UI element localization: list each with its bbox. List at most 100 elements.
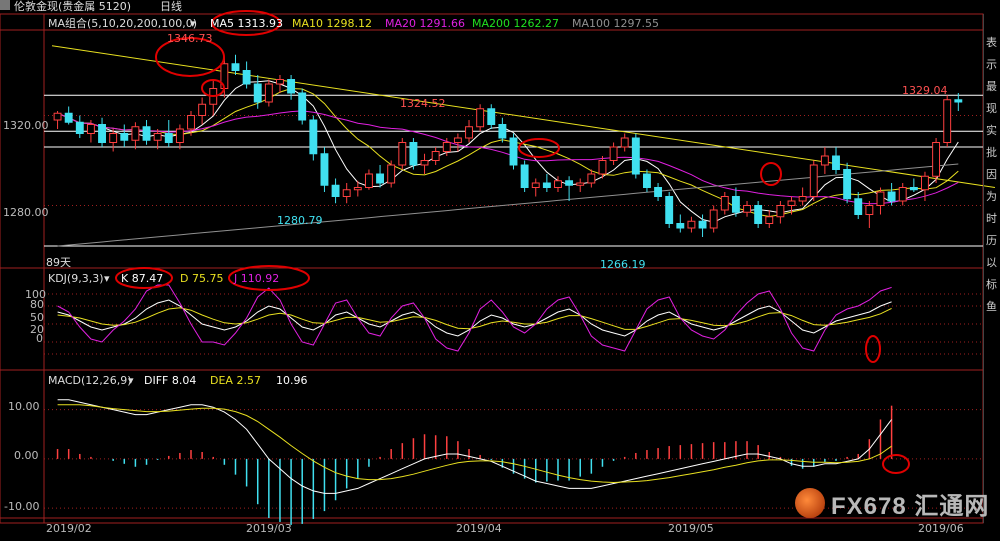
ma200-value: 1262.27 xyxy=(513,17,560,30)
macd-diff-line xyxy=(57,399,892,494)
candle-body xyxy=(309,119,318,155)
candle-body xyxy=(698,220,707,229)
side-panel-char: 实 xyxy=(986,124,997,137)
side-panel-char: 以 xyxy=(986,256,997,269)
candle-body xyxy=(687,220,696,229)
ma5-line xyxy=(57,80,959,223)
ma10-legend: MA10 1298.12 xyxy=(292,17,372,30)
candle-body xyxy=(954,99,963,103)
ma100-value: 1297.55 xyxy=(613,17,660,30)
candle-body xyxy=(565,180,574,186)
period-label[interactable]: 日线 xyxy=(160,0,182,13)
candle-body xyxy=(509,137,518,166)
macd-diff-legend: DIFF 8.04 xyxy=(144,374,196,387)
menu-icon[interactable] xyxy=(0,0,10,10)
macd-dea-name: DEA xyxy=(210,374,233,387)
ma-legend-label[interactable]: MA组合(5,10,20,200,100,0) xyxy=(48,17,198,30)
kdj-k-value: 87.47 xyxy=(131,272,164,285)
candle-body xyxy=(164,133,173,143)
candle-body xyxy=(198,103,207,116)
annotation-circle xyxy=(228,265,310,291)
kdj-j-line xyxy=(57,284,892,352)
candle-body xyxy=(798,196,807,202)
candle-body xyxy=(353,187,362,191)
candle-body xyxy=(665,196,674,224)
candle-body xyxy=(431,151,440,161)
candle-body xyxy=(253,83,262,103)
candle-body xyxy=(453,137,462,143)
kdj-d-line xyxy=(57,307,892,330)
candle-body xyxy=(53,112,62,121)
candle-body xyxy=(609,146,618,161)
candle-body xyxy=(342,189,351,197)
candle-body xyxy=(932,142,941,177)
candle-body xyxy=(531,182,540,188)
chevron-down-icon[interactable]: ▾ xyxy=(128,374,134,387)
kdj-k-legend: K 87.47 xyxy=(121,272,163,285)
candle-body xyxy=(465,126,473,139)
candle-body xyxy=(98,124,106,143)
header-bar: 伦敦金现(贵金属 5120) 日线 xyxy=(0,0,1000,14)
candle-body xyxy=(854,198,863,215)
price-tick-1320: 1320.00 xyxy=(3,119,49,132)
price-label-march-low: 1280.79 xyxy=(277,214,323,227)
annotation-circle xyxy=(211,10,281,36)
date-tick-feb: 2019/02 xyxy=(46,522,92,535)
kdj-legend-label[interactable]: KDJ(9,3,3) xyxy=(48,272,104,285)
candle-body xyxy=(498,124,507,139)
side-panel-char: 鱼 xyxy=(986,300,997,313)
macd-diff-value: 8.04 xyxy=(171,374,197,387)
candle-body xyxy=(921,175,929,191)
side-panel-char: 批 xyxy=(986,146,997,159)
date-tick-apr: 2019/04 xyxy=(456,522,502,535)
kdj-d-legend: D 75.75 xyxy=(180,272,223,285)
candle-body xyxy=(809,164,818,197)
candle-body xyxy=(709,209,718,229)
watermark-text: FX678 汇通网 xyxy=(831,492,990,520)
ma10-line xyxy=(57,87,959,218)
side-panel-char: 表 xyxy=(986,36,997,49)
candle-body xyxy=(242,70,251,85)
annotation-circle xyxy=(865,335,881,363)
candle-body xyxy=(420,160,429,166)
price-label-june-high: 1329.04 xyxy=(902,84,948,97)
candle-body xyxy=(865,205,874,215)
candle-body xyxy=(298,92,307,121)
macd-legend-label[interactable]: MACD(12,26,9) xyxy=(48,374,132,387)
ma10-value: 1298.12 xyxy=(326,17,373,30)
kdj-k-line xyxy=(57,299,892,337)
ma100-line xyxy=(57,163,959,247)
candle-body xyxy=(654,187,663,197)
candle-body xyxy=(231,63,240,71)
chevron-down-icon[interactable]: ▾ xyxy=(190,17,196,30)
candle-body xyxy=(554,180,562,188)
ma20-name: MA20 xyxy=(385,17,417,30)
ma5-legend: MA5 1313.93 xyxy=(210,17,283,30)
candle-body xyxy=(598,160,607,175)
date-tick-jun: 2019/06 xyxy=(918,522,964,535)
candle-body xyxy=(264,83,273,103)
candle-body xyxy=(731,196,740,213)
chevron-down-icon[interactable]: ▾ xyxy=(104,272,110,285)
watermark-logo: FX678 汇通网 xyxy=(795,483,989,523)
macd-tick-0: 0.00 xyxy=(14,449,39,462)
candle-body xyxy=(476,108,485,128)
candle-body xyxy=(520,164,529,188)
side-panel-char: 现 xyxy=(986,102,997,115)
price-label-may-low: 1266.19 xyxy=(600,258,646,271)
kdj-tick-0: 0 xyxy=(36,332,43,345)
macd-dea-value: 2.57 xyxy=(236,374,261,387)
kdj-j-legend: J 110.92 xyxy=(234,272,279,285)
candle-body xyxy=(743,205,751,213)
candle-body xyxy=(765,216,774,224)
side-panel-char: 因 xyxy=(986,168,997,181)
candle-body xyxy=(409,142,418,166)
annotation-circle xyxy=(760,162,782,186)
candle-body xyxy=(86,124,95,134)
candle-body xyxy=(898,187,907,202)
macd-hist-value: 10.96 xyxy=(276,374,308,387)
kdj-d-value: 75.75 xyxy=(191,272,224,285)
kdj-k-name: K xyxy=(121,272,129,285)
